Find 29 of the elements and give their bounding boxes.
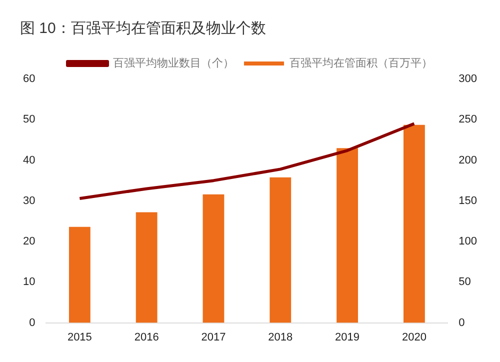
y-tick-label: 10 [22, 276, 36, 288]
y2-tick-label: 0 [458, 316, 465, 329]
chart-title: 图 10：百强平均在管面积及物业个数 [20, 20, 266, 38]
y2-tick-label: 150 [458, 194, 478, 207]
legend-label: 百强平均物业数目（个） [113, 56, 234, 70]
y2-tick-label: 100 [458, 236, 478, 248]
y-tick-label: 0 [29, 316, 36, 329]
y-tick-label: 60 [22, 73, 36, 86]
bar [336, 148, 358, 323]
y2-tick-label: 50 [458, 276, 471, 288]
bar [136, 212, 158, 323]
x-tick-label: 2019 [335, 331, 360, 344]
x-tick-label: 2015 [67, 331, 92, 344]
bar [68, 226, 90, 323]
x-tick-label: 2016 [134, 331, 159, 344]
legend-label: 百强平均在管面积（百万平） [290, 58, 432, 70]
bar [403, 124, 425, 323]
x-tick-label: 2018 [268, 331, 293, 344]
y-tick-label: 30 [22, 194, 36, 207]
bar [202, 194, 224, 323]
x-tick-label: 2017 [201, 331, 226, 344]
y-tick-label: 20 [22, 236, 36, 248]
y-tick-label: 50 [22, 114, 36, 126]
bar [270, 177, 292, 323]
y2-tick-label: 200 [458, 154, 478, 166]
y-tick-label: 40 [22, 154, 36, 166]
x-tick-label: 2020 [402, 331, 426, 344]
y2-tick-label: 300 [458, 73, 478, 86]
y2-tick-label: 250 [458, 114, 478, 126]
